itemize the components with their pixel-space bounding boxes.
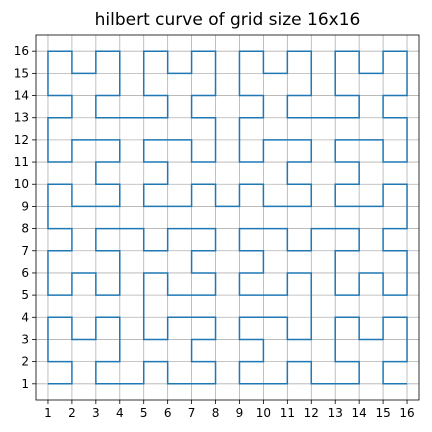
y-tick-label: 15 [14, 66, 29, 80]
x-tick-label: 3 [92, 406, 100, 420]
y-tick-label: 9 [21, 199, 29, 213]
x-tick-label: 1 [44, 406, 52, 420]
y-tick-label: 3 [21, 332, 29, 346]
y-tick-label: 5 [21, 288, 29, 302]
x-axis: 1 2 3 4 5 6 7 8 9 10 11 12 13 14 15 16 [44, 400, 415, 420]
y-tick-label: 7 [21, 244, 29, 258]
x-tick-label: 13 [328, 406, 343, 420]
hilbert-curve-line [47, 50, 408, 385]
y-tick-label: 16 [14, 44, 29, 58]
y-tick-label: 14 [14, 89, 29, 103]
y-tick-label: 1 [21, 377, 29, 391]
x-tick-label: 7 [188, 406, 196, 420]
x-tick-label: 12 [304, 406, 319, 420]
y-tick-label: 4 [21, 310, 29, 324]
y-tick-label: 12 [14, 133, 29, 147]
x-tick-label: 8 [212, 406, 220, 420]
x-tick-label: 4 [116, 406, 124, 420]
plot-area [47, 50, 408, 385]
y-tick-label: 6 [21, 266, 29, 280]
chart-title: hilbert curve of grid size 16x16 [95, 10, 361, 30]
y-tick-label: 11 [14, 155, 29, 169]
x-tick-label: 2 [68, 406, 76, 420]
y-tick-label: 2 [21, 355, 29, 369]
grid [36, 35, 419, 400]
x-tick-label: 11 [280, 406, 295, 420]
axes-frame [35, 34, 420, 401]
x-tick-label: 9 [236, 406, 244, 420]
x-tick-label: 5 [140, 406, 148, 420]
x-tick-label: 15 [375, 406, 390, 420]
x-tick-label: 14 [352, 406, 367, 420]
x-tick-label: 16 [399, 406, 414, 420]
x-tick-label: 10 [256, 406, 271, 420]
x-tick-label: 6 [164, 406, 172, 420]
y-tick-label: 13 [14, 111, 29, 125]
y-tick-label: 10 [14, 177, 29, 191]
y-tick-label: 8 [21, 222, 29, 236]
